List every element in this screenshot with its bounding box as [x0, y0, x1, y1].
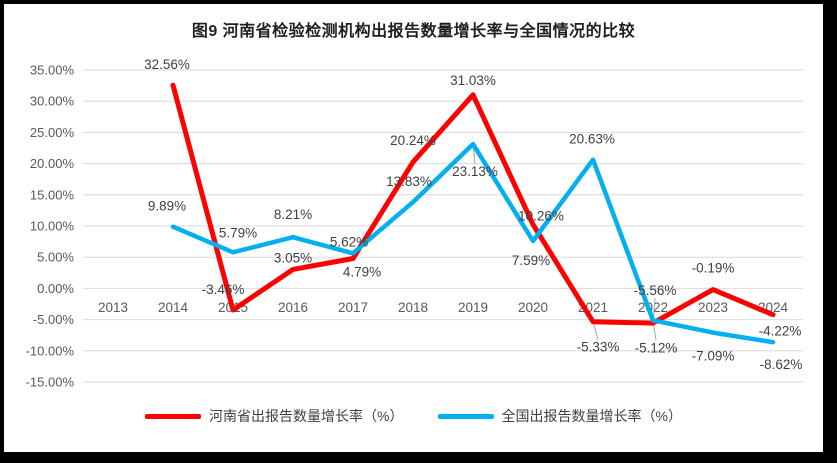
data-point-label: -4.22% — [759, 324, 802, 339]
legend-label-henan: 河南省出报告数量增长率（%） — [209, 408, 404, 424]
data-point-label: 20.24% — [390, 133, 436, 148]
data-point-label: -0.19% — [692, 261, 735, 276]
data-point-label: 7.59% — [512, 253, 550, 268]
x-axis-tick-label: 2016 — [278, 300, 308, 315]
data-point-label: 8.21% — [274, 207, 312, 222]
data-point-label: 4.79% — [343, 265, 381, 280]
y-axis-tick-label: 0.00% — [37, 281, 74, 296]
chart-canvas: 图9 河南省检验检测机构出报告数量增长率与全国情况的比较 35.00% 30.00… — [4, 4, 823, 452]
x-axis-tick-label: 2018 — [398, 300, 428, 315]
x-axis-tick-label: 2023 — [698, 300, 728, 315]
y-axis-tick-label: 25.00% — [30, 125, 75, 140]
y-axis-tick-label: -10.00% — [26, 343, 75, 358]
data-point-label: 9.89% — [148, 199, 186, 214]
x-axis-tick-label: 2019 — [458, 300, 488, 315]
y-axis-tick-label: 10.00% — [30, 219, 75, 234]
legend-item-national: 全国出报告数量增长率（%） — [437, 406, 682, 426]
series-line-0 — [170, 82, 776, 326]
data-point-label: -5.33% — [577, 340, 620, 355]
y-axis-tick-label: 15.00% — [30, 187, 75, 202]
data-point-label: -7.09% — [692, 349, 735, 364]
line-chart-plot: 35.00% 30.00% 25.00% 20.00% 15.00% 10.00% 5.00… — [26, 57, 803, 390]
x-axis-tick-label: 2017 — [338, 300, 368, 315]
series-line-1 — [170, 141, 776, 345]
data-point-label: -5.12% — [635, 340, 678, 355]
data-point-label: -3.46% — [202, 282, 245, 297]
data-point-label: 3.05% — [274, 250, 312, 265]
data-point-label: 31.03% — [450, 73, 496, 88]
y-axis-tick-label: 30.00% — [30, 94, 75, 109]
x-axis-tick-label: 2022 — [638, 300, 668, 315]
data-point-label: 23.13% — [452, 164, 498, 179]
y-axis-tick-label: -5.00% — [33, 312, 75, 327]
data-point-label: 20.63% — [569, 132, 615, 147]
x-axis-tick-label: 2014 — [158, 300, 189, 315]
y-axis-tick-label: 35.00% — [30, 63, 75, 78]
henan-series-line-swatch — [145, 413, 202, 419]
x-axis-tick-label: 2020 — [518, 300, 548, 315]
data-point-label: 32.56% — [144, 57, 190, 72]
legend-item-henan: 河南省出报告数量增长率（%） — [145, 406, 404, 426]
legend-label-national: 全国出报告数量增长率（%） — [501, 408, 682, 424]
data-point-label: 5.79% — [219, 225, 257, 240]
data-point-label: -8.62% — [760, 357, 803, 372]
x-axis-tick-label: 2013 — [98, 300, 128, 315]
chart-title: 图9 河南省检验检测机构出报告数量增长率与全国情况的比较 — [191, 23, 636, 40]
y-axis-tick-label: 5.00% — [37, 250, 74, 265]
y-axis-tick-label: 20.00% — [30, 156, 75, 171]
chart-legend: 河南省出报告数量增长率（%） 全国出报告数量增长率（%） — [4, 406, 823, 426]
y-axis-tick-label: -15.00% — [26, 375, 75, 390]
national-series-line-swatch — [437, 413, 494, 419]
data-label-leader-line — [592, 321, 599, 340]
data-point-label: 10.26% — [518, 208, 564, 223]
data-point-label: 5.62% — [330, 234, 368, 249]
data-point-label: 13.83% — [386, 174, 432, 189]
data-point-label: -5.56% — [634, 283, 677, 298]
